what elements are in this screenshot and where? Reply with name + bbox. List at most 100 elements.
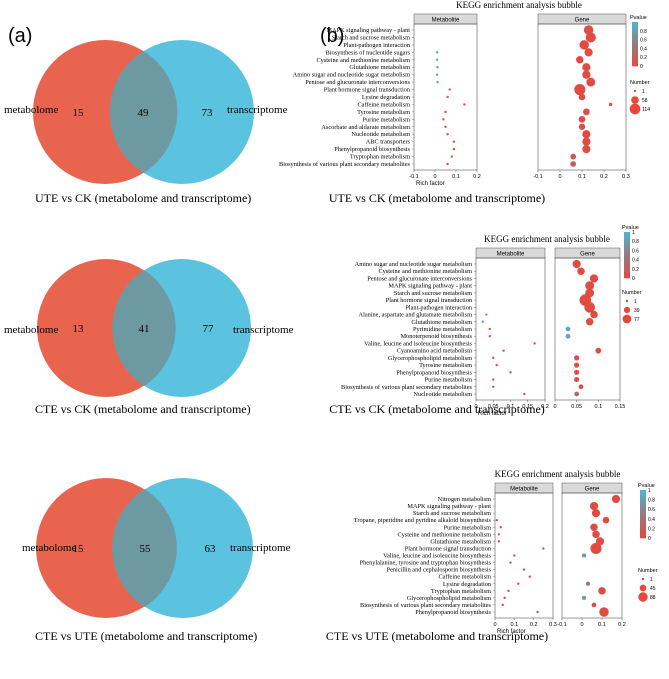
venn-3-right-only: 63: [205, 543, 217, 555]
bubble-point: [507, 589, 510, 593]
pathway-label: Nucleotide metabolism: [351, 131, 410, 138]
x-tick-label: 0.05: [488, 404, 499, 410]
pvalue-tick-label: 0.8: [648, 498, 655, 504]
bubble-point: [528, 575, 531, 578]
bubble-point: [435, 73, 439, 76]
pvalue-tick-label: 0.6: [648, 507, 655, 513]
bubble-point: [542, 547, 545, 550]
x-tick-label: 0.2: [473, 174, 481, 180]
bubble-point: [436, 66, 439, 69]
bubble-point: [590, 542, 602, 554]
bubble-point: [509, 371, 512, 374]
bubble-point: [574, 83, 586, 96]
number-legend-label: 58: [642, 98, 648, 104]
pvalue-colorbar-segment: [640, 521, 646, 524]
pvalue-colorbar-segment: [632, 35, 638, 38]
pathway-label: ABC transporters: [366, 139, 411, 146]
pvalue-colorbar-segment: [632, 39, 638, 43]
pvalue-colorbar-segment: [640, 528, 646, 532]
facet-label: Gene: [585, 487, 600, 493]
pvalue-colorbar-segment: [640, 504, 646, 508]
pathway-label: Nitrogen metabolism: [438, 496, 491, 503]
number-legend-label: 1: [642, 89, 645, 95]
pathway-label: Purine metabolism: [363, 116, 410, 123]
venn-2-both: 41: [139, 323, 150, 335]
bubble-point: [436, 80, 439, 84]
pathway-label: Plant hormone signal transduction: [405, 545, 492, 552]
bubble-point: [591, 509, 601, 518]
bubble-point: [582, 145, 591, 154]
bubble-point: [582, 63, 591, 72]
pvalue-colorbar-segment: [632, 37, 638, 40]
x-tick-label: 0.3: [622, 174, 630, 180]
pvalue-colorbar-segment: [632, 46, 638, 49]
bubble-point: [485, 313, 488, 316]
x-tick-label: 0.05: [571, 404, 582, 410]
bubble-point: [444, 125, 447, 128]
venn-2-right-label: transcriptome: [233, 324, 294, 336]
bubble-point: [492, 356, 495, 360]
bubble-point: [582, 137, 591, 146]
pvalue-colorbar-segment: [640, 516, 646, 520]
pvalue-colorbar-segment: [632, 26, 638, 29]
bubble-point: [589, 274, 599, 283]
pathway-label: Penicillin and cephalosporin biosynthesi…: [387, 567, 492, 574]
pathway-label: Plant hormone signal transduction: [324, 87, 411, 94]
chart-caption: UTE vs CK (metabolome and transcriptome): [329, 191, 545, 205]
pathway-label: MAPK signaling pathway - plant: [388, 283, 472, 290]
bubble-point: [578, 123, 586, 130]
venn-2-left-only: 13: [73, 323, 85, 335]
bubble-point: [536, 610, 539, 614]
panel-label-a: (a): [8, 25, 32, 47]
pathway-label: Plant-pathogen interaction: [405, 304, 472, 311]
bubble-point: [577, 267, 585, 275]
bubble-point: [574, 355, 580, 361]
kegg-bubble-chart-3: KEGG enrichment analysis bubble Metabolit…: [326, 469, 658, 643]
pvalue-colorbar-segment: [624, 257, 630, 260]
bubble-point: [578, 115, 586, 123]
bubble-point: [495, 518, 499, 522]
pathway-label: Glycerophospholipid metabolism: [388, 355, 472, 362]
pvalue-colorbar-segment: [640, 514, 646, 517]
bubble-point: [591, 602, 597, 608]
pvalue-colorbar-segment: [624, 266, 630, 270]
kegg-bubble-charts: KEGG enrichment analysis bubble Metabolit…: [279, 0, 658, 643]
x-tick-label: 0: [580, 622, 583, 628]
pathway-label: Pyrimidine metabolism: [413, 326, 472, 333]
pvalue-colorbar-segment: [632, 57, 638, 60]
venn-1-caption: UTE vs CK (metabolome and transcriptome): [35, 191, 251, 205]
pvalue-colorbar-segment: [640, 518, 646, 522]
chart-title: KEGG enrichment analysis bubble: [484, 234, 610, 244]
pvalue-colorbar-segment: [640, 502, 646, 505]
x-tick-label: -0.1: [409, 174, 418, 180]
bubble-point: [463, 103, 466, 106]
pathway-label: Valine, leucine and isoleucine biosynthe…: [364, 340, 472, 347]
pathway-label: Biosynthesis of nucleotide sugars: [326, 49, 411, 56]
pathway-label: Amino sugar and nucleotide sugar metabol…: [293, 72, 410, 79]
facet-panel: [413, 23, 478, 171]
pvalue-colorbar-segment: [624, 234, 630, 237]
pvalue-tick-label: 0: [632, 276, 635, 282]
facet-label: Metabolite: [497, 252, 525, 258]
pvalue-tick-label: 0.4: [632, 258, 639, 264]
pathway-label: Plant-pathogen interaction: [343, 42, 410, 49]
pvalue-colorbar-segment: [632, 52, 638, 56]
venn-1-right-label: transcriptome: [227, 104, 288, 116]
x-tick-label: 0: [474, 404, 477, 410]
bubble-point: [585, 581, 591, 586]
pathway-label: Phenylpropanoid biosynthesis: [334, 146, 410, 153]
pathway-label: Purine metabolism: [425, 377, 472, 384]
venn-2-caption: CTE vs CK (metabolome and transcriptome): [35, 402, 251, 416]
bubble-point: [523, 392, 526, 396]
bubble-point: [586, 77, 596, 87]
pvalue-legend-title: Pvalue: [622, 225, 639, 231]
pathway-label: Cyanoamino acid metabolism: [397, 348, 472, 355]
pvalue-colorbar-segment: [624, 271, 630, 274]
pvalue-tick-label: 0: [648, 536, 651, 542]
pvalue-colorbar-segment: [624, 248, 630, 251]
venn-3-right-label: transcriptome: [230, 542, 291, 554]
pvalue-colorbar-segment: [632, 63, 638, 67]
pvalue-colorbar-segment: [632, 41, 638, 45]
x-tick-label: 0.2: [600, 174, 608, 180]
facet-panel: [561, 492, 623, 619]
